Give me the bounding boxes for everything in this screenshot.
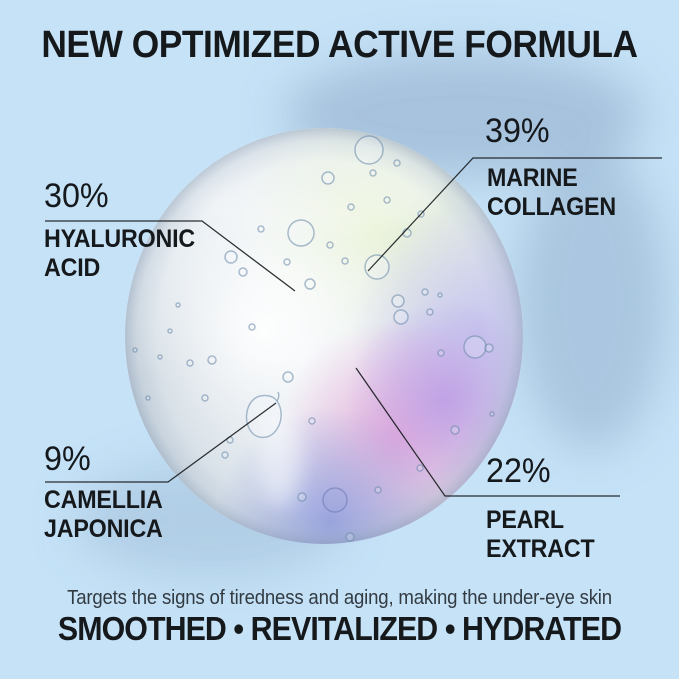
- bubble: [374, 486, 382, 494]
- bubble: [463, 335, 487, 359]
- bubble: [201, 394, 209, 402]
- bubble: [484, 343, 494, 353]
- teardrop-bubble-tail: [276, 391, 280, 402]
- callout-line-hyaluronic-acid: [45, 220, 296, 292]
- callout-lines: [45, 157, 662, 497]
- label-hyaluronic-acid: HYALURONIC ACID: [44, 225, 195, 283]
- droplet-rim: [125, 128, 523, 544]
- bubble: [157, 354, 163, 360]
- label-line: MARINE: [487, 164, 578, 192]
- callout-line-camellia-japonica: [45, 402, 277, 483]
- bubble: [393, 309, 409, 325]
- bubble: [383, 196, 391, 204]
- label-marine-collagen: MARINE COLLAGEN: [487, 164, 616, 222]
- page-title: NEW OPTIMIZED ACTIVE FORMULA: [41, 24, 638, 66]
- bubble: [186, 359, 194, 367]
- bubble: [283, 258, 291, 266]
- bubble: [322, 487, 348, 513]
- teardrop-bubble: [245, 394, 282, 439]
- bubble: [207, 355, 217, 365]
- bubble: [297, 492, 307, 502]
- callout-line-pearl-extract: [355, 367, 620, 497]
- bubble: [167, 328, 173, 334]
- label-line: PEARL: [486, 506, 564, 534]
- bubble: [426, 308, 434, 316]
- bubble: [393, 159, 401, 167]
- bubble: [326, 241, 334, 249]
- label-pearl-extract: PEARL EXTRACT: [486, 506, 595, 564]
- bubble: [369, 169, 377, 177]
- bubble: [489, 411, 495, 417]
- droplet-bubbles: [132, 135, 495, 544]
- label-line: CAMELLIA: [44, 486, 163, 514]
- callout-line-marine-collagen: [367, 157, 662, 272]
- label-line: ACID: [44, 254, 101, 282]
- percent-camellia-japonica: 9%: [44, 440, 91, 478]
- bubble: [450, 425, 460, 435]
- bubble: [304, 278, 316, 290]
- bubble: [347, 203, 355, 211]
- bubble: [402, 228, 412, 238]
- bubble: [437, 349, 445, 357]
- bubble: [321, 171, 335, 185]
- bubble: [224, 250, 238, 264]
- percent-pearl-extract: 22%: [486, 452, 551, 490]
- label-line: EXTRACT: [486, 535, 595, 563]
- bubble: [391, 294, 405, 308]
- bubble: [257, 225, 265, 233]
- bubble: [132, 347, 138, 353]
- label-line: HYALURONIC: [44, 225, 196, 253]
- bubble: [238, 267, 248, 277]
- label-camellia-japonica: CAMELLIA JAPONICA: [44, 486, 163, 544]
- bubble: [437, 292, 443, 298]
- bubble: [421, 288, 429, 296]
- percent-marine-collagen: 39%: [485, 112, 550, 150]
- shadow-right: [517, 150, 667, 450]
- percent-hyaluronic-acid: 30%: [44, 177, 109, 215]
- label-line: COLLAGEN: [487, 193, 616, 221]
- bubble: [282, 371, 294, 383]
- bubble: [308, 417, 316, 425]
- bubble: [221, 451, 229, 459]
- bubble: [354, 135, 384, 165]
- bubble: [248, 323, 256, 331]
- bubble: [341, 257, 349, 265]
- footer-description: Targets the signs of tiredness and aging…: [67, 587, 612, 609]
- footer-benefits: SMOOTHED • REVITALIZED • HYDRATED: [57, 610, 622, 647]
- bubble: [175, 302, 181, 308]
- bubble: [345, 532, 355, 542]
- bubble: [145, 395, 151, 401]
- bubble: [364, 254, 390, 280]
- bubble: [287, 219, 315, 247]
- bubble: [416, 464, 424, 472]
- label-line: JAPONICA: [44, 515, 163, 543]
